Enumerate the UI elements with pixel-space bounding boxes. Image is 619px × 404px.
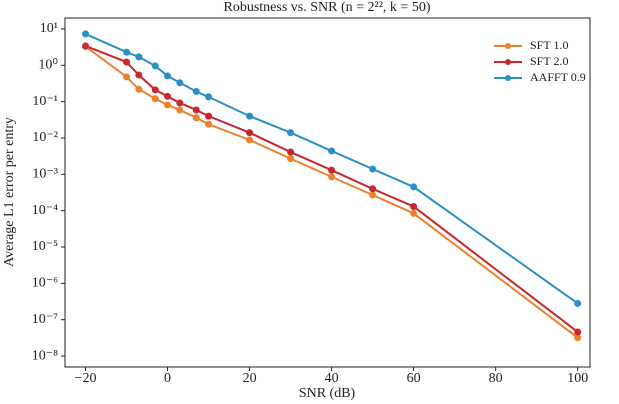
data-point xyxy=(82,30,90,38)
x-axis-label: SNR (dB) xyxy=(299,386,356,401)
legend: SFT 1.0 SFT 2.0 AAFFT 0.9 xyxy=(494,38,586,84)
x-tick-label: 0 xyxy=(164,371,171,386)
data-point xyxy=(151,95,159,103)
data-point xyxy=(123,73,131,81)
data-point xyxy=(574,328,582,336)
data-point xyxy=(246,129,254,137)
data-point xyxy=(246,136,254,144)
data-point xyxy=(410,203,418,211)
y-tick-label: 10⁻¹ xyxy=(32,94,58,109)
data-point xyxy=(287,129,295,137)
legend-label: SFT 1.0 xyxy=(530,38,568,52)
series-line xyxy=(85,45,579,333)
plot-frame xyxy=(64,17,591,368)
x-tick-label: 40 xyxy=(325,371,339,386)
data-point xyxy=(574,334,582,342)
data-point xyxy=(151,86,159,94)
chart-title: Robustness vs. SNR (n = 2²², k = 50) xyxy=(224,0,431,15)
x-tick-label: 100 xyxy=(567,371,588,386)
x-tick-label: 20 xyxy=(243,371,257,386)
data-point xyxy=(410,209,418,217)
data-point xyxy=(328,166,336,174)
data-point xyxy=(135,53,143,61)
y-tick-label: 10⁻⁴ xyxy=(32,203,58,218)
data-point xyxy=(135,85,143,93)
legend-label: SFT 2.0 xyxy=(530,54,568,68)
data-point xyxy=(328,173,336,181)
y-tick-label: 10⁻³ xyxy=(32,167,58,182)
legend-marker xyxy=(505,59,511,65)
y-tick-label: 10⁰ xyxy=(38,58,58,73)
data-point xyxy=(205,120,213,128)
data-point xyxy=(287,155,295,163)
data-point xyxy=(369,185,377,193)
data-point xyxy=(176,79,184,87)
y-tick-label: 10⁻⁷ xyxy=(32,312,58,327)
data-point xyxy=(192,114,200,122)
data-point xyxy=(205,112,213,120)
y-tick-label: 10¹ xyxy=(40,21,58,36)
data-point xyxy=(176,106,184,114)
data-point xyxy=(135,71,143,79)
data-point xyxy=(369,191,377,199)
series-line xyxy=(84,45,579,339)
legend-marker xyxy=(505,75,511,81)
data-point xyxy=(369,165,377,173)
data-point xyxy=(123,58,131,66)
data-point xyxy=(123,48,131,56)
legend-marker xyxy=(505,43,511,49)
data-point xyxy=(164,101,172,109)
data-point xyxy=(574,299,582,307)
x-tick-label: −20 xyxy=(75,371,97,386)
data-point xyxy=(192,106,200,114)
y-tick-label: 10⁻⁶ xyxy=(32,276,58,291)
data-point xyxy=(192,88,200,96)
legend-label: AAFFT 0.9 xyxy=(530,70,586,84)
data-point xyxy=(410,183,418,191)
y-tick-label: 10⁻² xyxy=(32,130,58,145)
data-point xyxy=(176,99,184,107)
data-point xyxy=(287,148,295,156)
y-axis-label: Average L1 error per entry xyxy=(2,117,17,267)
x-tick-label: 60 xyxy=(407,371,421,386)
y-tick-label: 10⁻⁸ xyxy=(32,348,58,363)
data-point xyxy=(164,92,172,100)
data-point xyxy=(205,93,213,101)
data-point xyxy=(164,72,172,80)
data-point xyxy=(151,62,159,70)
y-tick-label: 10⁻⁵ xyxy=(32,239,58,254)
data-point xyxy=(82,42,90,50)
data-point xyxy=(328,147,336,155)
x-tick-label: 80 xyxy=(489,371,503,386)
data-point xyxy=(246,112,254,120)
